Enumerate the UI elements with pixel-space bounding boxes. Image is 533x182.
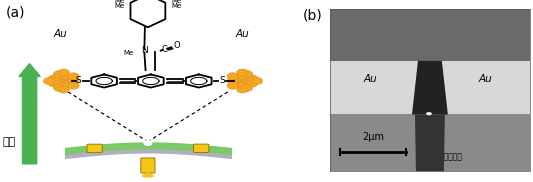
Circle shape — [144, 141, 152, 145]
Text: (a): (a) — [6, 5, 26, 19]
Bar — [330, 9, 530, 171]
Circle shape — [241, 71, 253, 78]
Text: 2μm: 2μm — [362, 132, 384, 142]
Ellipse shape — [426, 112, 432, 115]
Circle shape — [49, 75, 60, 82]
Circle shape — [246, 80, 258, 87]
Circle shape — [58, 82, 69, 90]
Circle shape — [251, 77, 263, 84]
Text: Au: Au — [479, 74, 492, 84]
FancyArrow shape — [19, 64, 40, 164]
Text: Me: Me — [114, 0, 125, 4]
Circle shape — [53, 84, 65, 91]
Bar — [330, 9, 530, 61]
Circle shape — [68, 82, 79, 89]
Circle shape — [58, 72, 69, 80]
Circle shape — [227, 82, 239, 89]
Circle shape — [237, 69, 248, 76]
Text: O: O — [173, 41, 180, 50]
Text: Au: Au — [363, 74, 377, 84]
Circle shape — [237, 86, 248, 93]
Circle shape — [241, 77, 253, 84]
Circle shape — [232, 80, 244, 87]
Circle shape — [49, 80, 60, 87]
Circle shape — [58, 69, 69, 76]
Text: 磁場: 磁場 — [3, 137, 16, 147]
Circle shape — [68, 77, 79, 84]
Circle shape — [58, 86, 69, 93]
Text: Au: Au — [54, 29, 68, 39]
Circle shape — [62, 75, 74, 82]
Circle shape — [241, 84, 253, 91]
Bar — [330, 9, 530, 171]
Circle shape — [227, 77, 239, 84]
FancyBboxPatch shape — [141, 158, 155, 173]
Text: (b): (b) — [302, 9, 322, 23]
Text: Me: Me — [171, 3, 182, 9]
FancyBboxPatch shape — [87, 144, 102, 153]
Circle shape — [53, 71, 65, 78]
Circle shape — [232, 75, 244, 82]
Text: S: S — [220, 76, 225, 86]
Text: S: S — [76, 76, 81, 86]
FancyBboxPatch shape — [193, 144, 209, 153]
Circle shape — [43, 77, 55, 84]
Polygon shape — [330, 61, 418, 114]
Text: Me: Me — [171, 0, 182, 4]
Text: N: N — [141, 46, 148, 56]
Text: Au: Au — [236, 29, 249, 39]
Text: ポリイミド絶縁層: ポリイミド絶縁層 — [426, 152, 463, 161]
Circle shape — [246, 75, 258, 82]
Polygon shape — [415, 114, 445, 171]
Text: Me: Me — [124, 50, 134, 56]
Text: Me: Me — [114, 3, 125, 9]
Polygon shape — [438, 61, 530, 114]
Circle shape — [53, 77, 65, 84]
Circle shape — [227, 73, 239, 80]
FancyArrow shape — [142, 173, 154, 177]
Circle shape — [68, 73, 79, 80]
Circle shape — [237, 82, 248, 90]
Circle shape — [62, 80, 74, 87]
Text: C: C — [162, 45, 168, 54]
Polygon shape — [412, 61, 448, 114]
Circle shape — [237, 72, 248, 80]
